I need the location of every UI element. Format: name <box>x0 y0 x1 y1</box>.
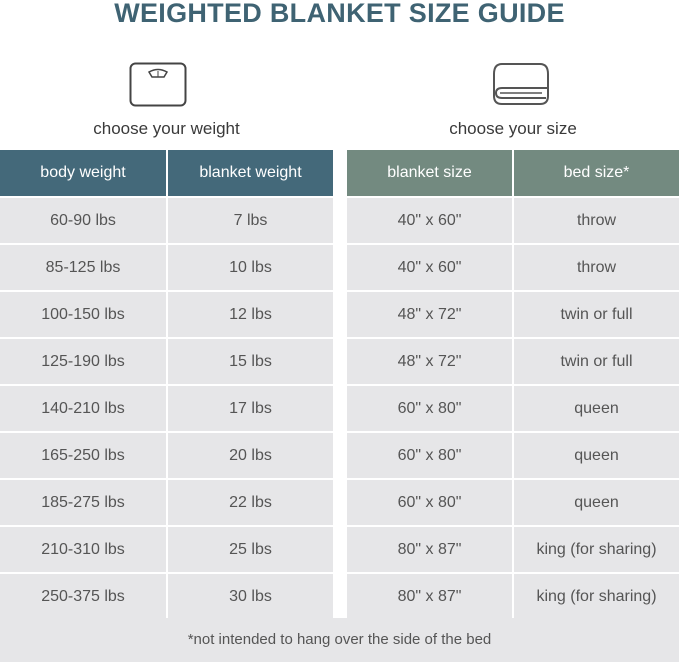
folded-blanket-icon <box>493 63 549 105</box>
table-cell: 40" x 60" <box>347 245 512 290</box>
table-cell: 17 lbs <box>168 386 333 431</box>
table-cell: 25 lbs <box>168 527 333 572</box>
header-blanket-size: blanket size <box>347 150 512 196</box>
table-cell: 20 lbs <box>168 433 333 478</box>
table-row: 165-250 lbs 20 lbs <box>0 433 333 478</box>
table-cell: throw <box>514 198 679 243</box>
table-cell: 125-190 lbs <box>0 339 166 384</box>
table-row: 210-310 lbs 25 lbs <box>0 527 333 572</box>
table-cell: 85-125 lbs <box>0 245 166 290</box>
table-cell: 60" x 80" <box>347 386 512 431</box>
table-cell: 7 lbs <box>168 198 333 243</box>
table-cell: 22 lbs <box>168 480 333 525</box>
table-cell: 250-375 lbs <box>0 574 166 619</box>
table-cell: king (for sharing) <box>514 574 679 619</box>
table-cell: queen <box>514 480 679 525</box>
table-cell: queen <box>514 433 679 478</box>
table-row: 100-150 lbs 12 lbs <box>0 292 333 337</box>
table-cell: 185-275 lbs <box>0 480 166 525</box>
table-cell: 30 lbs <box>168 574 333 619</box>
table-cell: 15 lbs <box>168 339 333 384</box>
header-body-weight: body weight <box>0 150 166 196</box>
table-row: 40" x 60" throw <box>347 245 679 290</box>
table-row: 140-210 lbs 17 lbs <box>0 386 333 431</box>
footnote: *not intended to hang over the side of t… <box>0 618 679 662</box>
header-bed-size: bed size* <box>514 150 679 196</box>
table-cell: 10 lbs <box>168 245 333 290</box>
table-cell: 210-310 lbs <box>0 527 166 572</box>
table-row: 60-90 lbs 7 lbs <box>0 198 333 243</box>
header-blanket-weight: blanket weight <box>168 150 333 196</box>
table-row: 40" x 60" throw <box>347 198 679 243</box>
table-cell: 12 lbs <box>168 292 333 337</box>
table-cell: queen <box>514 386 679 431</box>
table-cell: 60" x 80" <box>347 480 512 525</box>
table-row: 48" x 72" twin or full <box>347 292 679 337</box>
table-row: 85-125 lbs 10 lbs <box>0 245 333 290</box>
table-cell: 48" x 72" <box>347 292 512 337</box>
size-table: blanket size bed size* 40" x 60" throw 40"… <box>345 148 679 621</box>
table-row: 80" x 87" king (for sharing) <box>347 574 679 619</box>
table-row: 80" x 87" king (for sharing) <box>347 527 679 572</box>
table-row: 125-190 lbs 15 lbs <box>0 339 333 384</box>
table-row: 250-375 lbs 30 lbs <box>0 574 333 619</box>
table-cell: twin or full <box>514 339 679 384</box>
table-cell: throw <box>514 245 679 290</box>
table-cell: 40" x 60" <box>347 198 512 243</box>
table-row: 60" x 80" queen <box>347 433 679 478</box>
table-row: 48" x 72" twin or full <box>347 339 679 384</box>
weight-table: body weight blanket weight 60-90 lbs 7 lb… <box>0 148 335 621</box>
table-row: 185-275 lbs 22 lbs <box>0 480 333 525</box>
table-cell: 60" x 80" <box>347 433 512 478</box>
table-row: 60" x 80" queen <box>347 386 679 431</box>
scale-icon <box>129 62 187 107</box>
table-cell: 80" x 87" <box>347 527 512 572</box>
size-caption: choose your size <box>449 119 577 138</box>
page-title: WEIGHTED BLANKET SIZE GUIDE <box>114 0 565 28</box>
table-cell: 48" x 72" <box>347 339 512 384</box>
table-cell: 165-250 lbs <box>0 433 166 478</box>
table-cell: 140-210 lbs <box>0 386 166 431</box>
weight-caption: choose your weight <box>93 119 240 138</box>
table-cell: king (for sharing) <box>514 527 679 572</box>
table-row: 60" x 80" queen <box>347 480 679 525</box>
table-cell: 100-150 lbs <box>0 292 166 337</box>
table-cell: 60-90 lbs <box>0 198 166 243</box>
table-cell: twin or full <box>514 292 679 337</box>
table-cell: 80" x 87" <box>347 574 512 619</box>
